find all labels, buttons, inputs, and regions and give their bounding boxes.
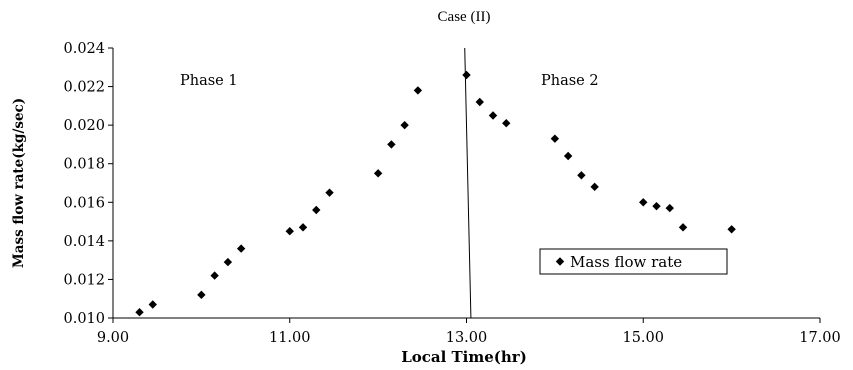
- data-point-diamond: [197, 290, 206, 300]
- y-tick-label: 0.010: [63, 311, 105, 327]
- phase-annotations: Phase 1 Phase 2: [180, 73, 599, 89]
- data-point-diamond: [210, 271, 219, 280]
- y-tick-label: 0.014: [63, 234, 105, 250]
- data-point-diamond: [488, 111, 498, 120]
- data-point-diamond: [413, 86, 423, 95]
- data-point-diamond: [502, 119, 511, 128]
- phase-divider: [464, 47, 472, 319]
- data-point-diamond: [387, 140, 396, 149]
- legend-box: [539, 248, 728, 275]
- data-point-diamond: [236, 244, 246, 253]
- chart-title: Case (II): [438, 9, 491, 25]
- data-point-diamond: [590, 182, 599, 192]
- data-point-diamond: [475, 97, 484, 107]
- y-tick-label: 0.020: [63, 118, 105, 134]
- x-tick-label: 13.00: [446, 330, 488, 346]
- x-axis-title: Local Time(hr): [401, 348, 527, 366]
- y-tick-label: 0.018: [63, 157, 105, 173]
- x-tick-label: 17.00: [799, 330, 841, 346]
- data-point-diamond: [550, 134, 560, 143]
- data-point-diamond: [665, 203, 674, 213]
- data-point-diamond: [312, 205, 321, 215]
- data-point-diamond: [727, 225, 736, 234]
- x-tick-label: 11.00: [269, 330, 311, 346]
- data-point-diamond: [373, 169, 383, 178]
- data-point-diamond: [462, 70, 471, 80]
- data-point-diamond: [135, 308, 144, 317]
- y-tick-label: 0.012: [63, 272, 105, 288]
- data-point-diamond: [577, 171, 586, 180]
- data-point-diamond: [400, 120, 409, 130]
- y-tick-label: 0.016: [63, 195, 105, 211]
- y-tick-label: 0.022: [63, 80, 105, 96]
- data-point-diamond: [652, 201, 661, 211]
- data-point-diamond: [325, 188, 334, 197]
- y-axis-title-group: Mass flow rate(kg/sec): [11, 98, 27, 268]
- data-point-diamond: [639, 198, 648, 207]
- phase-1-label: Phase 1: [180, 73, 238, 89]
- axis-ticks: 0.010 0.012 0.014 0.016 0.018 0.020 0.022 0.024…: [63, 41, 840, 346]
- data-points: [135, 70, 736, 317]
- phase-2-label: Phase 2: [541, 73, 599, 89]
- data-point-diamond: [563, 151, 573, 161]
- phase-divider-line: [464, 47, 472, 319]
- data-point-diamond: [148, 300, 157, 309]
- x-tick-label: 9.00: [97, 330, 129, 346]
- y-axis-title: Mass flow rate(kg/sec): [11, 98, 27, 268]
- data-point-diamond: [298, 223, 308, 232]
- legend: Mass flow rate: [539, 248, 728, 275]
- y-tick-label: 0.024: [63, 41, 105, 57]
- legend-label: Mass flow rate: [570, 253, 682, 271]
- x-tick-label: 15.00: [622, 330, 664, 346]
- data-point-diamond: [223, 257, 233, 267]
- data-point-diamond: [285, 227, 294, 236]
- legend-marker-diamond: [555, 257, 565, 266]
- data-point-diamond: [678, 223, 688, 232]
